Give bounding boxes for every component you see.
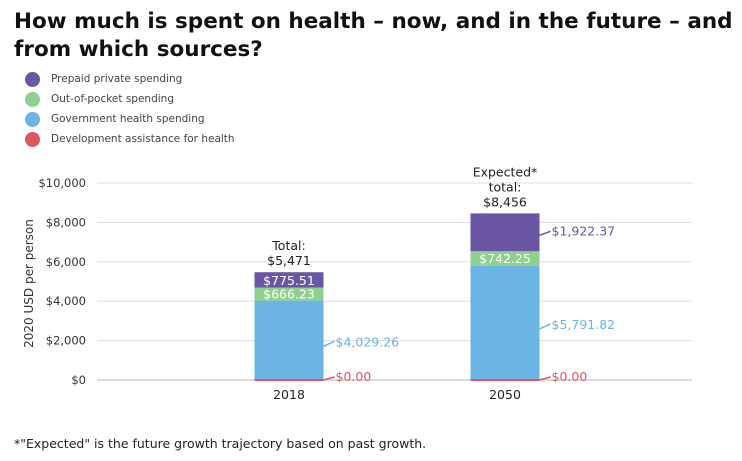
data-label: $666.23 [263,287,315,302]
bar-segment [254,287,324,301]
page-title: How much is spent on health – now, and i… [14,9,733,62]
data-label: $4,029.26 [336,334,400,349]
bar-segment [254,272,324,288]
y-tick-label: $8,000 [46,215,86,229]
data-label-leader [539,230,551,237]
legend-swatch [25,111,40,127]
data-label: $0.00 [552,369,588,384]
y-tick-label: $6,000 [46,255,86,269]
x-tick-label: 2050 [489,387,521,402]
y-tick-label: $4,000 [46,294,86,308]
stacked-bar-chart: $0 $2,000 $4,000 $6,000 $8,000 $10,000 2020 US… [22,164,692,402]
data-label-leader [323,340,335,347]
legend-item-prepaid-private[interactable]: Prepaid private spending [25,69,235,89]
legend-item-government[interactable]: Government health spending [25,109,235,129]
legend: Prepaid private spending Out-of-pocket s… [25,69,235,149]
legend-label: Out-of-pocket spending [51,93,174,105]
legend-item-out-of-pocket[interactable]: Out-of-pocket spending [25,89,235,109]
data-label: $1,922.37 [552,223,616,238]
data-label: $0.00 [336,369,372,384]
total-label: total: [489,179,522,194]
legend-swatch [25,71,40,87]
footnote: *"Expected" is the future growth traject… [14,436,427,451]
total-label: $8,456 [483,194,527,209]
bar-segment [470,251,540,266]
total-label: Expected* [473,164,538,179]
data-label-leader [323,376,335,381]
y-axis-label: 2020 USD per person [22,219,36,348]
data-label-leader [539,376,551,381]
data-label: $5,791.82 [552,317,616,332]
bar-segment [254,300,324,380]
legend-label: Development assistance for health [51,133,235,145]
x-tick-label: 2018 [273,387,305,402]
y-tick-label: $2,000 [46,334,86,348]
total-label: Total: [271,238,305,253]
y-tick-label: $10,000 [38,176,86,190]
legend-item-development-assistance[interactable]: Development assistance for health [25,129,235,149]
data-label: $742.25 [479,251,531,266]
legend-swatch [25,131,40,147]
total-label: $5,471 [267,253,311,268]
bar-segment [470,213,540,252]
y-tick-label: $0 [71,373,86,387]
legend-label: Prepaid private spending [51,73,183,85]
data-label-leader [539,323,551,330]
legend-label: Government health spending [51,113,205,125]
data-label: $775.51 [263,273,315,288]
legend-swatch [25,91,40,107]
bar-segment [470,265,540,380]
